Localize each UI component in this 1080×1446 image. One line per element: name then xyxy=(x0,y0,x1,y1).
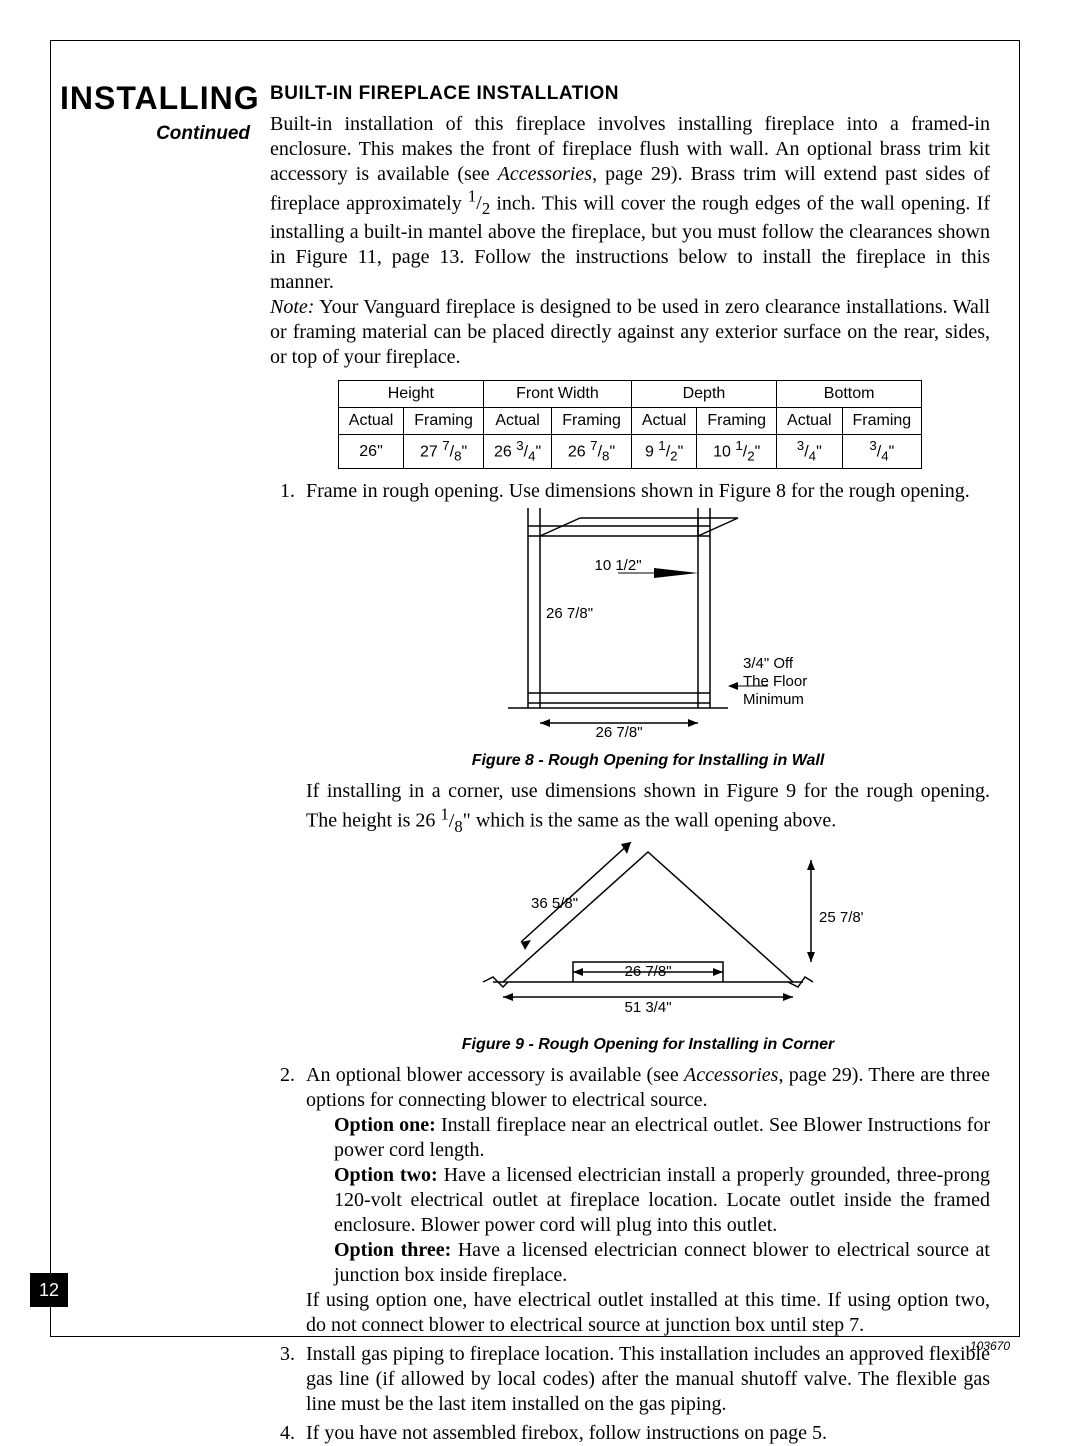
page: INSTALLING Continued BUILT-IN FIREPLACE … xyxy=(0,0,1080,1397)
note-body: Your Vanguard fireplace is designed to b… xyxy=(270,296,990,368)
fig8-floor-3: Minimum xyxy=(743,691,804,708)
sh-5: Framing xyxy=(697,408,777,435)
intro-paragraph: Built-in installation of this fireplace … xyxy=(270,112,990,370)
accessories-ref-2: Accessories xyxy=(684,1064,778,1086)
option-three: Option three: Have a licensed electricia… xyxy=(334,1238,990,1288)
th-depth: Depth xyxy=(631,381,776,408)
option-two-label: Option two: xyxy=(334,1164,438,1186)
cell-2: 26 3/4" xyxy=(483,435,551,469)
option-two: Option two: Have a licensed electrician … xyxy=(334,1163,990,1238)
document-id: 103670 xyxy=(970,1339,1010,1353)
fig9-dim-right: 25 7/8" xyxy=(819,909,863,926)
corner-intro-b: " which is the same as the wall opening … xyxy=(463,810,837,832)
fig9-dim-base: 51 3/4" xyxy=(624,999,671,1016)
options-tail: If using option one, have electrical out… xyxy=(306,1288,990,1338)
figure-9-svg: 36 5/8" 25 7/8" 26 7/8" 51 3/4" xyxy=(433,842,863,1022)
figure-8-caption: Figure 8 - Rough Opening for Installing … xyxy=(306,751,990,771)
accessories-ref-1: Accessories xyxy=(498,163,592,185)
fig8-dim-height: 26 7/8" xyxy=(546,605,593,622)
data-row: 26"27 7/8"26 3/4"26 7/8"9 1/2"10 1/2"3/4… xyxy=(338,435,921,469)
figure-8-svg: 10 1/2" 26 7/8" 26 7/8" 3/4" Off The Flo… xyxy=(468,508,828,738)
option-one: Option one: Install fireplace near an el… xyxy=(334,1113,990,1163)
cell-4: 9 1/2" xyxy=(631,435,696,469)
sh-6: Actual xyxy=(777,408,842,435)
figure-9-caption: Figure 9 - Rough Opening for Installing … xyxy=(306,1035,990,1055)
th-front-width: Front Width xyxy=(483,381,631,408)
sidebar-continued: Continued xyxy=(60,123,250,145)
intro-frac: 1/2 xyxy=(468,192,490,214)
step-4: If you have not assembled firebox, follo… xyxy=(300,1421,990,1446)
option-three-label: Option three: xyxy=(334,1239,451,1261)
section-heading: BUILT-IN FIREPLACE INSTALLATION xyxy=(270,82,990,106)
fig8-floor-2: The Floor xyxy=(743,673,807,690)
content-columns: INSTALLING Continued BUILT-IN FIREPLACE … xyxy=(60,60,1010,1347)
cell-0: 26" xyxy=(338,435,403,469)
corner-intro: If installing in a corner, use dimension… xyxy=(306,779,990,837)
fig9-dim-inner: 26 7/8" xyxy=(624,963,671,980)
fig8-dim-width: 26 7/8" xyxy=(595,724,642,738)
corner-intro-frac: 1/8 xyxy=(440,810,462,832)
fig9-dim-left: 36 5/8" xyxy=(531,895,578,912)
group-header-row: Height Front Width Depth Bottom xyxy=(338,381,921,408)
cell-6: 3/4" xyxy=(777,435,842,469)
figure-9: 36 5/8" 25 7/8" 26 7/8" 51 3/4" xyxy=(306,842,990,1029)
th-height: Height xyxy=(338,381,483,408)
page-number-badge: 12 xyxy=(30,1273,68,1307)
fig8-floor-1: 3/4" Off xyxy=(743,655,794,672)
sh-3: Framing xyxy=(552,408,632,435)
sh-1: Framing xyxy=(404,408,484,435)
step-2: An optional blower accessory is availabl… xyxy=(300,1063,990,1338)
sh-7: Framing xyxy=(842,408,922,435)
sh-2: Actual xyxy=(483,408,551,435)
option-one-label: Option one: xyxy=(334,1114,436,1136)
th-bottom: Bottom xyxy=(777,381,922,408)
sidebar: INSTALLING Continued xyxy=(60,60,250,1347)
figure-8: 10 1/2" 26 7/8" 26 7/8" 3/4" Off The Flo… xyxy=(306,508,990,745)
cell-3: 26 7/8" xyxy=(552,435,632,469)
main-column: BUILT-IN FIREPLACE INSTALLATION Built-in… xyxy=(270,60,1010,1347)
fig8-dim-top: 10 1/2" xyxy=(594,557,641,574)
cell-7: 3/4" xyxy=(842,435,922,469)
step2-a: An optional blower accessory is availabl… xyxy=(306,1064,684,1086)
step-3: Install gas piping to fireplace location… xyxy=(300,1342,990,1417)
sub-header-row: Actual Framing Actual Framing Actual Fra… xyxy=(338,408,921,435)
sh-4: Actual xyxy=(631,408,696,435)
step1-text: Frame in rough opening. Use dimensions s… xyxy=(306,480,970,502)
note-label: Note: xyxy=(270,296,314,318)
dimensions-table: Height Front Width Depth Bottom Actual F… xyxy=(338,380,922,469)
steps-list: Frame in rough opening. Use dimensions s… xyxy=(300,479,990,1445)
sh-0: Actual xyxy=(338,408,403,435)
cell-1: 27 7/8" xyxy=(404,435,484,469)
step-1: Frame in rough opening. Use dimensions s… xyxy=(300,479,990,1054)
sidebar-title: INSTALLING xyxy=(60,80,250,117)
cell-5: 10 1/2" xyxy=(697,435,777,469)
